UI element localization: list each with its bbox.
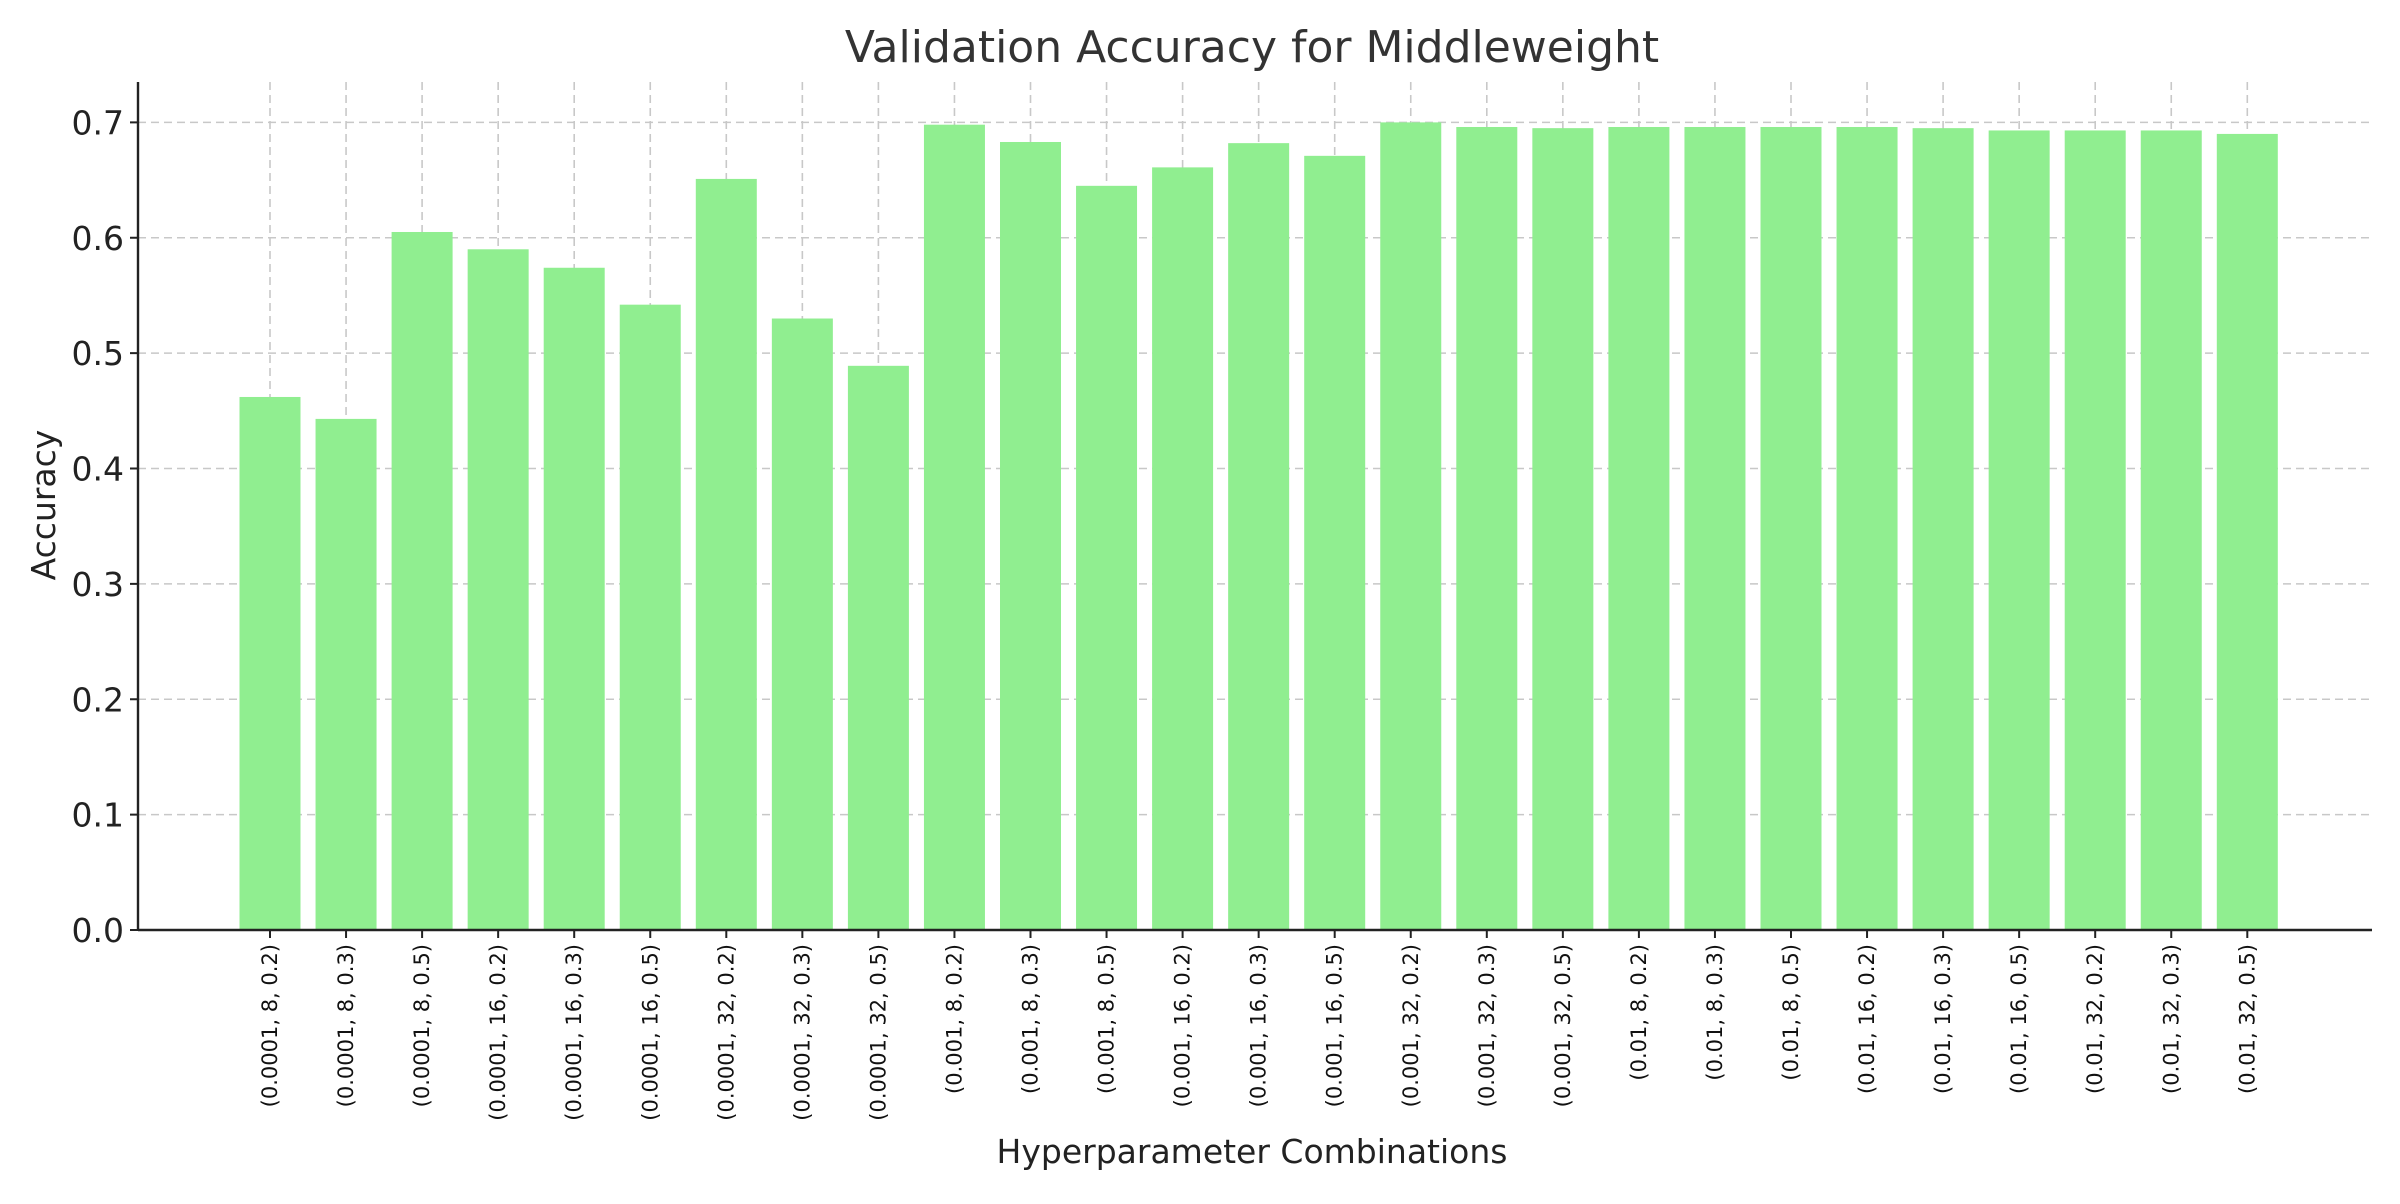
bar bbox=[2140, 130, 2202, 930]
y-tick-label: 0.5 bbox=[72, 334, 124, 373]
axes bbox=[136, 82, 2372, 932]
y-tick-label: 0.7 bbox=[72, 103, 124, 142]
y-axis-title: Accuracy bbox=[24, 430, 63, 581]
y-tick-label: 0.0 bbox=[72, 911, 124, 950]
y-tick-label: 0.6 bbox=[72, 219, 124, 258]
x-tick-label: (0.0001, 32, 0.2) bbox=[714, 944, 738, 1121]
bar bbox=[1836, 126, 1898, 931]
x-tick-label: (0.001, 16, 0.3) bbox=[1247, 944, 1271, 1107]
x-axis-title: Hyperparameter Combinations bbox=[997, 1132, 1508, 1171]
x-tick-label: (0.0001, 16, 0.5) bbox=[638, 944, 662, 1121]
bar bbox=[1760, 126, 1822, 931]
bar bbox=[1684, 126, 1746, 931]
x-tick-label: (0.001, 16, 0.2) bbox=[1171, 944, 1195, 1107]
y-tick-label: 0.4 bbox=[72, 450, 124, 489]
x-tick-label: (0.0001, 16, 0.3) bbox=[562, 944, 586, 1121]
x-tick-label: (0.001, 32, 0.2) bbox=[1399, 944, 1423, 1107]
bar bbox=[771, 318, 833, 931]
x-tick-label: (0.01, 16, 0.2) bbox=[1855, 944, 1879, 1094]
y-tick-label: 0.1 bbox=[72, 796, 124, 835]
bar bbox=[1076, 185, 1138, 930]
y-tick-label: 0.2 bbox=[72, 680, 124, 719]
bar bbox=[1380, 122, 1442, 930]
bar bbox=[239, 396, 301, 930]
x-tick-label: (0.0001, 32, 0.5) bbox=[866, 944, 890, 1121]
x-tick-label: (0.01, 8, 0.2) bbox=[1627, 944, 1651, 1081]
x-tick-label: (0.0001, 32, 0.3) bbox=[790, 944, 814, 1121]
x-tick-labels: (0.0001, 8, 0.2) (0.0001, 8, 0.3) (0.0001,… bbox=[258, 930, 2259, 1121]
bar bbox=[2216, 133, 2278, 931]
x-tick-label: (0.001, 16, 0.5) bbox=[1323, 944, 1347, 1107]
x-tick-label: (0.001, 8, 0.2) bbox=[942, 944, 966, 1094]
x-tick-label: (0.01, 16, 0.5) bbox=[2007, 944, 2031, 1094]
x-tick-label: (0.0001, 8, 0.2) bbox=[258, 944, 282, 1107]
x-tick-label: (0.01, 32, 0.5) bbox=[2235, 944, 2259, 1094]
x-tick-label: (0.01, 8, 0.5) bbox=[1779, 944, 1803, 1081]
x-tick-label: (0.001, 8, 0.5) bbox=[1095, 944, 1119, 1094]
x-tick-label: (0.001, 32, 0.3) bbox=[1475, 944, 1499, 1107]
x-tick-label: (0.001, 8, 0.3) bbox=[1019, 944, 1043, 1094]
bar bbox=[1000, 141, 1061, 930]
x-tick-label: (0.0001, 8, 0.3) bbox=[334, 944, 358, 1107]
bars bbox=[239, 122, 2278, 931]
x-tick-label: (0.01, 16, 0.3) bbox=[1931, 944, 1955, 1094]
bar bbox=[1532, 128, 1594, 930]
x-tick-label: (0.01, 32, 0.2) bbox=[2083, 944, 2107, 1094]
x-tick-label: (0.01, 32, 0.3) bbox=[2159, 944, 2183, 1094]
x-tick-label: (0.01, 8, 0.3) bbox=[1703, 944, 1727, 1081]
bar bbox=[2064, 130, 2126, 930]
bar bbox=[543, 267, 605, 930]
y-tick-labels: 0.0 0.1 0.2 0.3 0.4 0.5 0.6 0.7 bbox=[72, 103, 138, 950]
chart-title: Validation Accuracy for Middleweight bbox=[845, 22, 1659, 73]
bar bbox=[467, 249, 529, 931]
bar bbox=[923, 124, 985, 931]
bar bbox=[695, 178, 757, 930]
x-tick-label: (0.0001, 16, 0.2) bbox=[486, 944, 510, 1121]
bar bbox=[391, 231, 453, 930]
bar bbox=[1912, 128, 1974, 930]
y-tick-label: 0.3 bbox=[72, 565, 124, 604]
bar bbox=[619, 304, 681, 930]
bar bbox=[1608, 126, 1670, 931]
bar bbox=[315, 418, 377, 930]
bar bbox=[847, 365, 909, 930]
bar bbox=[1152, 167, 1214, 930]
x-tick-label: (0.001, 32, 0.5) bbox=[1551, 944, 1575, 1107]
x-tick-label: (0.0001, 8, 0.5) bbox=[410, 944, 434, 1107]
bar bbox=[1456, 126, 1518, 931]
bar bbox=[1228, 143, 1290, 930]
bar bbox=[1988, 130, 2050, 930]
bar bbox=[1304, 155, 1366, 930]
